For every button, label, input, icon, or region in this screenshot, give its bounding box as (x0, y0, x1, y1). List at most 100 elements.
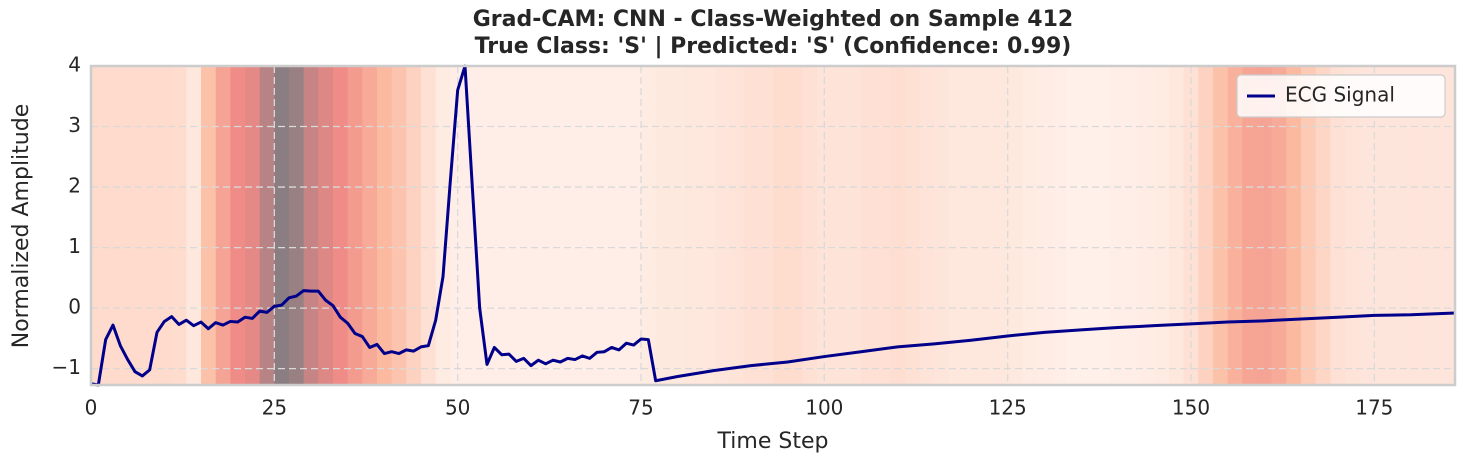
chart-title: Grad-CAM: CNN - Class-Weighted on Sample… (473, 7, 1073, 32)
heatmap-cell (1007, 66, 1023, 385)
heatmap-cell (142, 66, 158, 385)
y-tick-label: 4 (68, 53, 81, 77)
heatmap-cell (1374, 66, 1390, 385)
heatmap-cell (1154, 66, 1170, 385)
heatmap-cell (171, 66, 187, 385)
heatmap-cell (318, 66, 334, 385)
heatmap-cell (949, 66, 965, 385)
heatmap-cell (758, 66, 774, 385)
heatmap-cell (362, 66, 378, 385)
heatmap-cell (127, 66, 143, 385)
x-tick-label: 150 (1172, 396, 1210, 420)
heatmap-cell (685, 66, 701, 385)
heatmap-cell (729, 66, 745, 385)
heatmap-cell (1051, 66, 1067, 385)
heatmap-cell (934, 66, 950, 385)
heatmap-cell (333, 66, 349, 385)
heatmap-cell (1022, 66, 1038, 385)
y-tick-label: 1 (68, 234, 81, 258)
heatmap-cell (523, 66, 539, 385)
heatmap-cell (641, 66, 657, 385)
heatmap-cell (509, 66, 525, 385)
heatmap-cell (1330, 66, 1346, 385)
heatmap-cell (377, 66, 393, 385)
heatmap-cell (347, 66, 363, 385)
heatmap-cell (479, 66, 495, 385)
heatmap-cell (1301, 66, 1317, 385)
heatmap-cell (567, 66, 583, 385)
x-tick-label: 0 (85, 396, 98, 420)
heatmap-cell (802, 66, 818, 385)
heatmap-cell (1125, 66, 1141, 385)
legend-box (1236, 74, 1446, 118)
heatmap-cell (1418, 66, 1434, 385)
heatmap-cell (1286, 66, 1302, 385)
heatmap-cell (993, 66, 1009, 385)
heatmap-cell (113, 66, 129, 385)
heatmap-cell (1389, 66, 1405, 385)
heatmap-cell (978, 66, 994, 385)
heatmap-cell (787, 66, 803, 385)
x-tick-label: 175 (1355, 396, 1393, 420)
y-tick-label: 3 (68, 113, 81, 137)
heatmap-cell (186, 66, 202, 385)
heatmap-cell (421, 66, 437, 385)
heatmap-cell (1447, 66, 1456, 385)
heatmap-cell (773, 66, 789, 385)
heatmap-cell (1037, 66, 1053, 385)
legend-label: ECG Signal (1285, 83, 1395, 107)
x-tick-label: 50 (445, 396, 470, 420)
heatmap-cell (553, 66, 569, 385)
heatmap-cell (215, 66, 231, 385)
heatmap-cell (1066, 66, 1082, 385)
y-tick-label: −1 (52, 355, 81, 379)
heatmap-cell (919, 66, 935, 385)
heatmap-cell (1359, 66, 1375, 385)
heatmap-cell (289, 66, 305, 385)
heatmap-cell (1315, 66, 1331, 385)
heatmap-cell (538, 66, 554, 385)
heatmap-cell (714, 66, 730, 385)
x-tick-label: 125 (989, 396, 1027, 420)
x-tick-label: 25 (262, 396, 287, 420)
heatmap-cell (230, 66, 246, 385)
heatmap-cell (391, 66, 407, 385)
heatmap-cell (245, 66, 261, 385)
heatmap-cell (1110, 66, 1126, 385)
heatmap-cell (1081, 66, 1097, 385)
heatmap-cell (699, 66, 715, 385)
heatmap-cell (201, 66, 217, 385)
heatmap-cell (611, 66, 627, 385)
y-axis-label: Normalized Amplitude (9, 104, 34, 349)
heatmap-cell (1257, 66, 1273, 385)
heatmap-cell (1169, 66, 1185, 385)
heatmap-cell (303, 66, 319, 385)
plot-frame (89, 64, 1457, 387)
heatmap-cell (1242, 66, 1258, 385)
heatmap-cell (406, 66, 422, 385)
heatmap-cell (1345, 66, 1361, 385)
heatmap-cell (98, 66, 114, 385)
heatmap-cell (905, 66, 921, 385)
heatmap-cell (1433, 66, 1449, 385)
heatmap-cell (435, 66, 451, 385)
heatmap-cell (1095, 66, 1111, 385)
heatmap-cell (670, 66, 686, 385)
heatmap-cell (655, 66, 671, 385)
heatmap-cell (831, 66, 847, 385)
y-tick-label: 2 (68, 174, 81, 198)
heatmap-cell (861, 66, 877, 385)
heatmap-cell (890, 66, 906, 385)
heatmap-cell (846, 66, 862, 385)
heatmap-cell (875, 66, 891, 385)
x-tick-label: 75 (628, 396, 653, 420)
line (90, 64, 1456, 387)
heatmap-cell (1403, 66, 1419, 385)
heatmap-cell (963, 66, 979, 385)
heatmap-cell (1227, 66, 1243, 385)
heatmap-cell (157, 66, 173, 385)
x-axis-label: Time Step (717, 429, 829, 454)
heatmap-cell (743, 66, 759, 385)
heatmap-cell (1213, 66, 1229, 385)
